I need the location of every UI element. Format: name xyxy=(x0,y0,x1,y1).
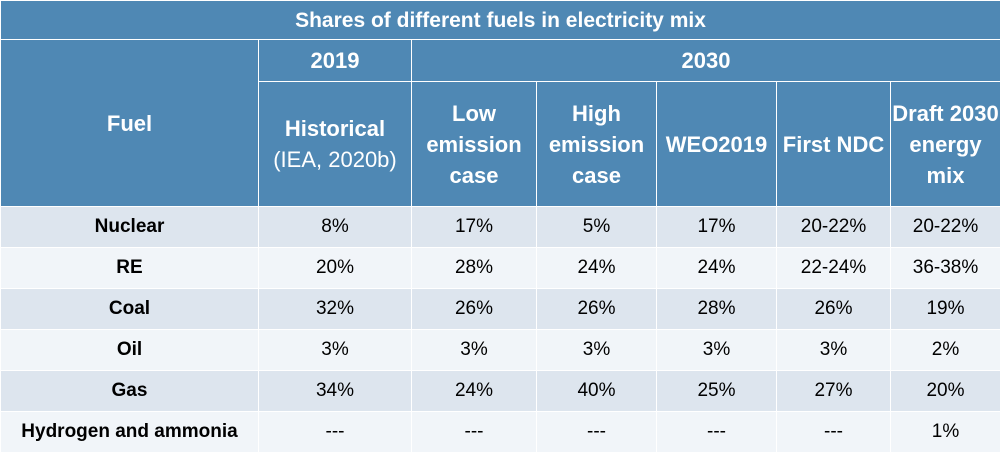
table-title: Shares of different fuels in electricity… xyxy=(0,0,1000,40)
value-cell: 3% xyxy=(536,329,657,371)
value-cell: --- xyxy=(656,411,777,453)
value-cell: 36-38% xyxy=(890,247,1000,289)
scenario-header-high-emission: High emission case xyxy=(536,81,657,207)
value-cell: 8% xyxy=(258,206,412,248)
value-cell: 34% xyxy=(258,370,412,412)
historical-title: Historical xyxy=(284,116,386,141)
value-cell: 24% xyxy=(656,247,777,289)
value-cell: 26% xyxy=(411,288,537,330)
scenario-header-draft-2030: Draft 2030 energy mix xyxy=(890,81,1000,207)
value-cell: 24% xyxy=(536,247,657,289)
value-cell: 3% xyxy=(258,329,412,371)
table-row: RE 20% 28% 24% 24% 22-24% 36-38% xyxy=(0,247,1000,289)
value-cell: --- xyxy=(411,411,537,453)
table-row: Nuclear 8% 17% 5% 17% 20-22% 20-22% xyxy=(0,206,1000,248)
value-cell: 3% xyxy=(656,329,777,371)
scenario-header-weo2019: WEO2019 xyxy=(656,81,777,207)
fuel-name-cell: Gas xyxy=(0,370,259,412)
year-2019-header: 2019 xyxy=(258,39,412,82)
value-cell: 20% xyxy=(258,247,412,289)
historical-header: Historical (IEA, 2020b) xyxy=(258,81,412,207)
value-cell: 25% xyxy=(656,370,777,412)
value-cell: --- xyxy=(258,411,412,453)
value-cell: 2% xyxy=(890,329,1000,371)
value-cell: 20-22% xyxy=(890,206,1000,248)
value-cell: 22-24% xyxy=(776,247,891,289)
scenario-header-low-emission: Low emission case xyxy=(411,81,537,207)
historical-source: (IEA, 2020b) xyxy=(273,147,397,172)
value-cell: 24% xyxy=(411,370,537,412)
fuel-name-cell: RE xyxy=(0,247,259,289)
table-row: Coal 32% 26% 26% 28% 26% 19% xyxy=(0,288,1000,330)
fuel-name-cell: Oil xyxy=(0,329,259,371)
value-cell: 1% xyxy=(890,411,1000,453)
value-cell: --- xyxy=(536,411,657,453)
value-cell: 3% xyxy=(776,329,891,371)
value-cell: 20% xyxy=(890,370,1000,412)
value-cell: 5% xyxy=(536,206,657,248)
value-cell: 40% xyxy=(536,370,657,412)
fuel-name-cell: Coal xyxy=(0,288,259,330)
scenario-header-first-ndc: First NDC xyxy=(776,81,891,207)
value-cell: 17% xyxy=(411,206,537,248)
table-row: Gas 34% 24% 40% 25% 27% 20% xyxy=(0,370,1000,412)
fuel-column-header: Fuel xyxy=(0,39,259,207)
value-cell: 19% xyxy=(890,288,1000,330)
value-cell: 27% xyxy=(776,370,891,412)
value-cell: 17% xyxy=(656,206,777,248)
fuel-mix-table: Shares of different fuels in electricity… xyxy=(0,0,1000,453)
value-cell: 28% xyxy=(656,288,777,330)
value-cell: 26% xyxy=(536,288,657,330)
value-cell: 26% xyxy=(776,288,891,330)
fuel-name-cell: Hydrogen and ammonia xyxy=(0,411,259,453)
value-cell: 32% xyxy=(258,288,412,330)
value-cell: --- xyxy=(776,411,891,453)
table-row: Hydrogen and ammonia --- --- --- --- ---… xyxy=(0,411,1000,453)
value-cell: 28% xyxy=(411,247,537,289)
value-cell: 20-22% xyxy=(776,206,891,248)
fuel-name-cell: Nuclear xyxy=(0,206,259,248)
value-cell: 3% xyxy=(411,329,537,371)
year-2030-header: 2030 xyxy=(411,39,1000,82)
table-row: Oil 3% 3% 3% 3% 3% 2% xyxy=(0,329,1000,371)
